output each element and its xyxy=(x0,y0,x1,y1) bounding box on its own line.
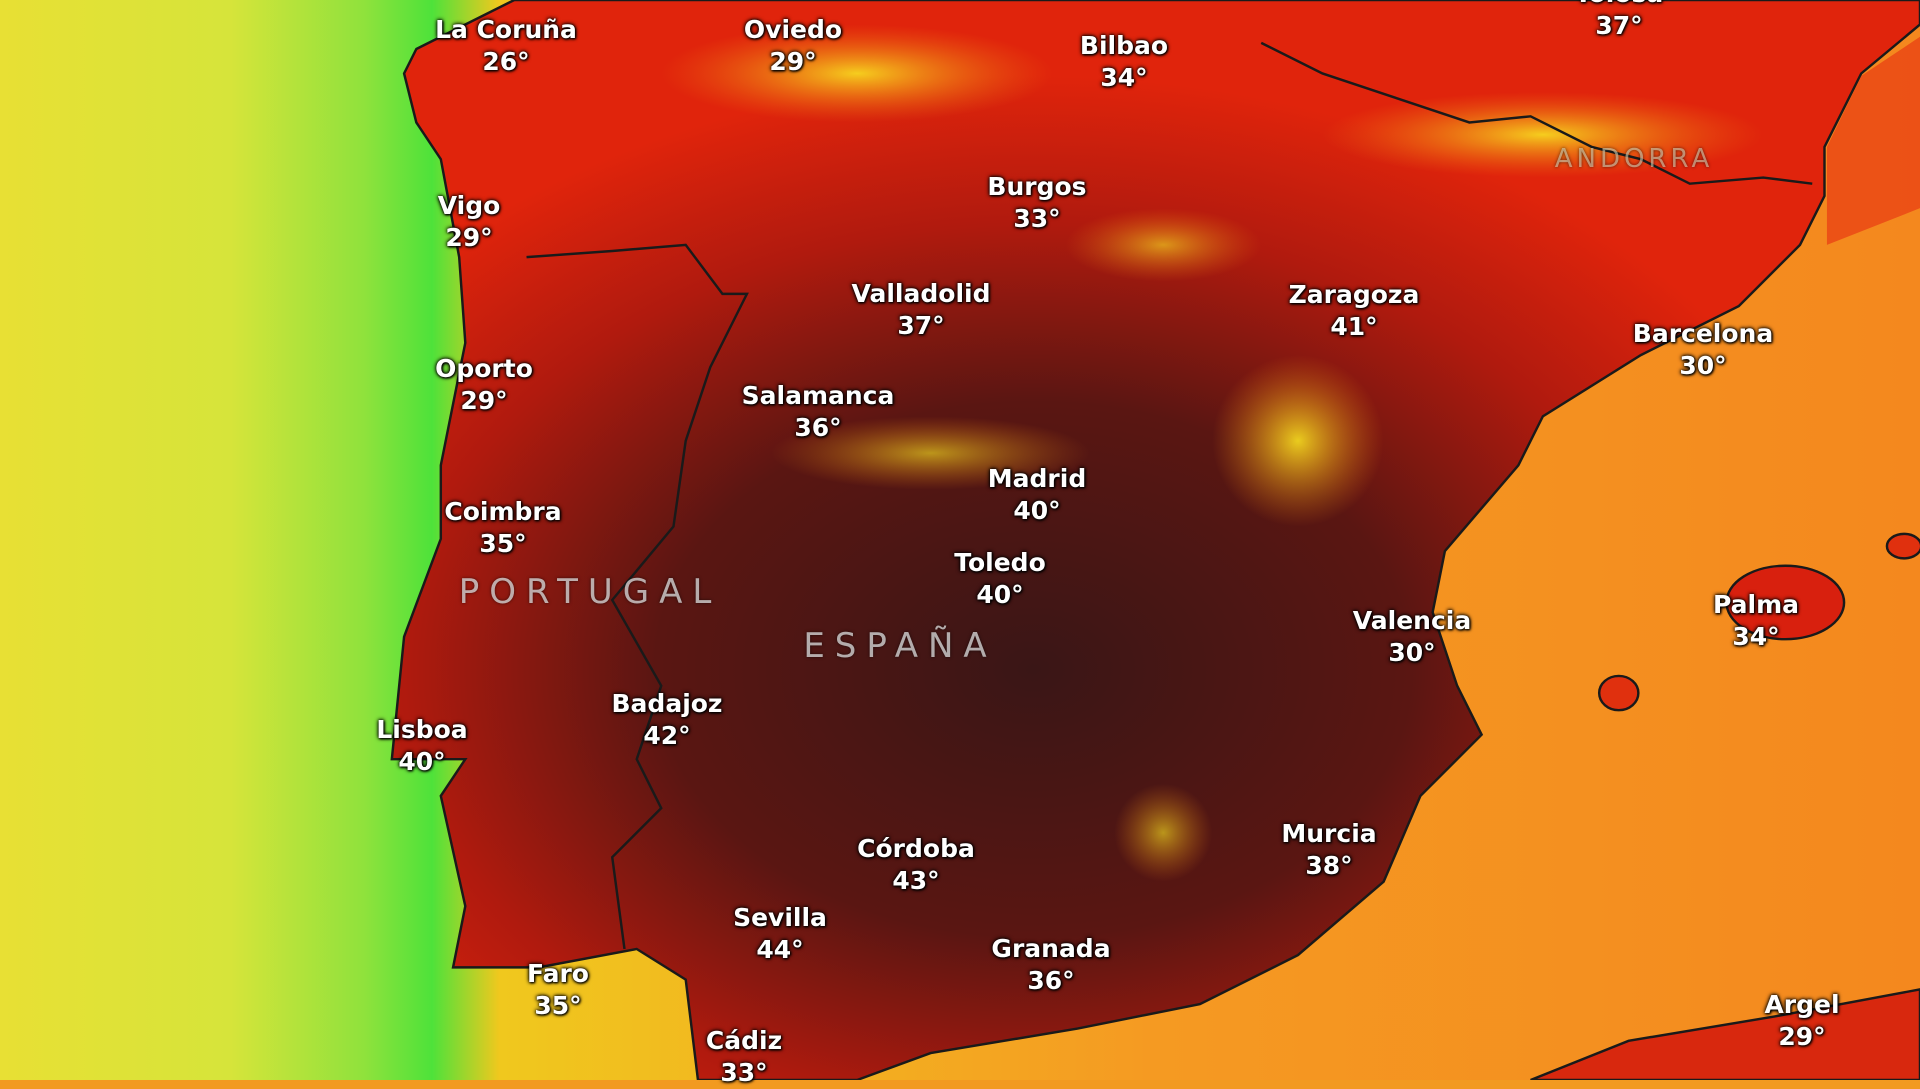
city-temperature: 34° xyxy=(1100,63,1148,92)
city-temperature: 43° xyxy=(892,866,940,895)
city-name: Oviedo xyxy=(743,15,843,44)
city-label: Faro 35° xyxy=(527,958,589,1022)
city-name: Badajoz xyxy=(611,689,723,718)
city-temperature: 26° xyxy=(482,47,530,76)
mild-central xyxy=(771,416,1090,490)
city-temperature: 36° xyxy=(1027,966,1075,995)
city-label: Córdoba 43° xyxy=(857,833,975,897)
city-temperature: 40° xyxy=(398,747,446,776)
city-name: Murcia xyxy=(1281,819,1377,848)
mild-betic xyxy=(1114,783,1213,882)
city-label: Salamanca 36° xyxy=(742,380,895,444)
city-name: Sevilla xyxy=(733,903,827,932)
city-temperature: 29° xyxy=(460,386,508,415)
city-label: Valladolid 37° xyxy=(852,278,991,342)
city-temperature: 33° xyxy=(1013,204,1061,233)
city-label: Valencia 30° xyxy=(1353,605,1471,669)
city-name: Cádiz xyxy=(705,1026,783,1055)
city-label: Lisboa 40° xyxy=(376,714,467,778)
city-label: Granada 36° xyxy=(991,933,1110,997)
city-label: Oviedo 29° xyxy=(744,14,842,78)
city-name: Bilbao xyxy=(1079,31,1169,60)
city-temperature: 40° xyxy=(976,580,1024,609)
africa-landmass xyxy=(1530,988,1920,1080)
mild-cantabrian xyxy=(661,24,1054,123)
city-temperature: 33° xyxy=(720,1058,768,1087)
city-label: Murcia 38° xyxy=(1281,818,1376,882)
france-coast xyxy=(1826,36,1920,245)
country-label-andorra: ANDORRA xyxy=(1554,144,1714,174)
city-temperature: 37° xyxy=(897,311,945,340)
city-label: La Coruña 26° xyxy=(435,14,577,78)
mallorca xyxy=(1725,564,1846,641)
mild-pyrenees xyxy=(1322,91,1764,178)
city-temperature: 40° xyxy=(1013,496,1061,525)
menorca xyxy=(1885,532,1920,560)
city-label: Barcelona 30° xyxy=(1633,318,1773,382)
city-name: Argel xyxy=(1764,990,1840,1019)
city-label: Argel 29° xyxy=(1764,989,1839,1053)
city-label: Oporto 29° xyxy=(435,353,533,417)
city-label: Coimbra 35° xyxy=(444,496,561,560)
mild-burgos xyxy=(1065,208,1262,282)
city-name: Oporto xyxy=(435,354,533,383)
city-name: Granada xyxy=(991,934,1111,963)
city-label: Palma 34° xyxy=(1713,589,1799,653)
city-name: Burgos xyxy=(987,172,1087,201)
country-label-espana: ESPAÑA xyxy=(803,626,997,666)
city-name: Valladolid xyxy=(851,279,991,308)
city-name: Madrid xyxy=(987,464,1087,493)
city-label: Tolosa 37° xyxy=(1575,0,1663,42)
portugal-spain-border xyxy=(526,243,749,950)
city-label: Sevilla 44° xyxy=(733,902,827,966)
city-name: Barcelona xyxy=(1632,319,1774,348)
city-label: Burgos 33° xyxy=(987,171,1086,235)
city-name: Faro xyxy=(527,959,589,988)
city-temperature: 38° xyxy=(1305,851,1353,880)
city-name: La Coruña xyxy=(435,15,577,44)
city-name: Zaragoza xyxy=(1288,280,1420,309)
city-name: Valencia xyxy=(1352,606,1472,635)
city-label: Vigo 29° xyxy=(438,190,501,254)
city-label: Toledo 40° xyxy=(954,547,1046,611)
city-label: Badajoz 42° xyxy=(612,688,723,752)
city-name: Salamanca xyxy=(741,381,895,410)
city-name: Tolosa xyxy=(1575,0,1663,8)
city-name: Palma xyxy=(1712,590,1800,619)
city-label: Madrid 40° xyxy=(988,463,1086,527)
city-temperature: 42° xyxy=(643,721,691,750)
city-temperature: 29° xyxy=(1778,1022,1826,1051)
city-name: Lisboa xyxy=(376,715,468,744)
city-temperature: 29° xyxy=(769,47,817,76)
iberia-landmass xyxy=(390,0,1920,1080)
city-temperature: 30° xyxy=(1388,638,1436,667)
mild-iberian xyxy=(1212,355,1384,527)
city-temperature: 37° xyxy=(1595,11,1643,40)
city-temperature: 30° xyxy=(1679,351,1727,380)
city-label: Bilbao 34° xyxy=(1080,30,1168,94)
city-name: Toledo xyxy=(954,548,1046,577)
city-name: Coimbra xyxy=(444,497,562,526)
pyrenees-border xyxy=(1260,41,1813,185)
city-name: Vigo xyxy=(437,191,501,220)
city-name: Córdoba xyxy=(857,834,975,863)
city-temperature: 44° xyxy=(756,935,804,964)
city-label: Cádiz 33° xyxy=(706,1025,782,1089)
city-temperature: 35° xyxy=(534,991,582,1020)
country-label-portugal: PORTUGAL xyxy=(458,572,722,612)
ibiza xyxy=(1597,674,1640,712)
city-temperature: 41° xyxy=(1330,312,1378,341)
city-temperature: 36° xyxy=(794,413,842,442)
city-temperature: 35° xyxy=(479,529,527,558)
city-label: Zaragoza 41° xyxy=(1289,279,1420,343)
city-temperature: 34° xyxy=(1732,622,1780,651)
city-temperature: 29° xyxy=(445,223,493,252)
